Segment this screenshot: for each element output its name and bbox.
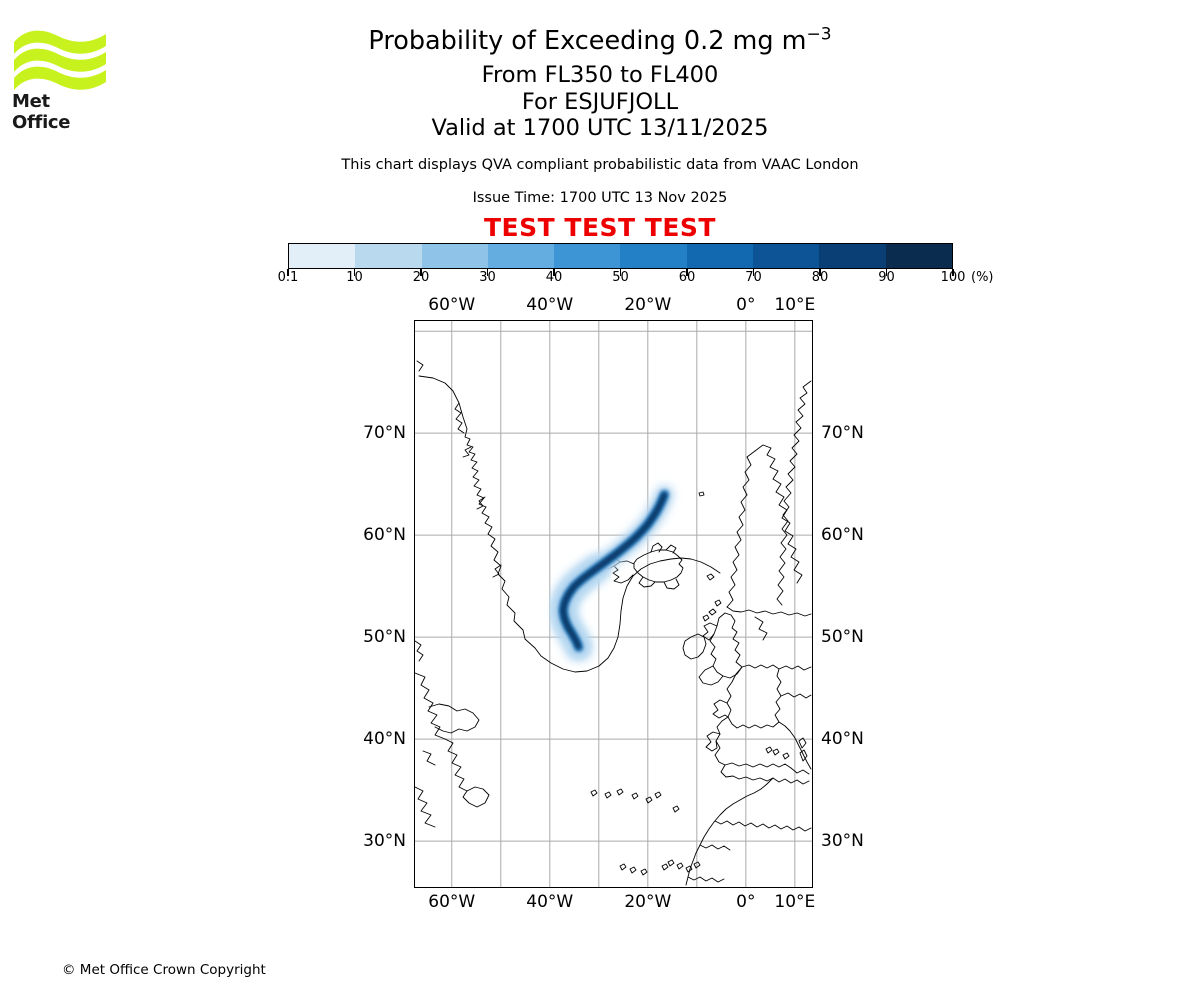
lon-label-top-1: 40°W xyxy=(526,295,574,315)
colorbar-tick-label-4: 40 xyxy=(545,270,563,285)
colorbar-swatch-6 xyxy=(686,244,754,268)
colorbar-tick-10 xyxy=(952,269,954,276)
lat-label-left-2: 50°N xyxy=(363,627,406,648)
colorbar-tick-6 xyxy=(686,269,688,276)
page-title-text: Probability of Exceeding 0.2 mg m xyxy=(368,26,807,56)
lat-label-right-0: 70°N xyxy=(821,423,864,444)
lat-label-right-3: 40°N xyxy=(821,729,864,750)
colorbar-tick-label-7: 70 xyxy=(745,270,762,285)
colorbar-tick-4 xyxy=(553,269,555,276)
title-volcano: For ESJUFJOLL xyxy=(521,89,679,115)
colorbar-swatch-4 xyxy=(554,244,621,268)
colorbar-swatch-7 xyxy=(753,244,820,268)
lat-label-right-2: 50°N xyxy=(821,627,864,648)
lon-label-top-2: 20°W xyxy=(624,295,672,315)
lon-label-bottom-3: 0° xyxy=(736,892,756,912)
probability-colorbar xyxy=(288,243,953,269)
lat-label-left-0: 70°N xyxy=(363,423,406,444)
colorbar-tick-label-5: 50 xyxy=(612,270,629,285)
lon-label-top-0: 60°W xyxy=(428,295,476,315)
lat-label-left-4: 30°N xyxy=(363,831,406,852)
colorbar-tick-1 xyxy=(353,269,356,276)
map-coastlines xyxy=(415,360,812,886)
colorbar-tick-labels: 0.1 10 20 30 40 50 60 70 80 90 100 xyxy=(278,270,966,288)
colorbar-swatch-2 xyxy=(421,244,488,268)
met-office-logo: Met Office xyxy=(12,26,112,133)
colorbar-tick-label-2: 20 xyxy=(412,270,430,285)
colorbar-tick-7 xyxy=(752,269,755,276)
lon-label-bottom-1: 40°W xyxy=(526,892,574,912)
lon-label-top-3: 0° xyxy=(736,295,756,315)
colorbar-tick-label-6: 60 xyxy=(678,270,696,285)
colorbar-unit-label: (%) xyxy=(971,270,994,285)
lat-label-right-1: 60°N xyxy=(821,525,864,546)
page-title-exponent: −3 xyxy=(806,24,832,45)
colorbar-swatch-8 xyxy=(819,244,886,268)
colorbar-tick-label-8: 80 xyxy=(811,270,829,285)
colorbar-tick-8 xyxy=(819,269,821,276)
lat-label-right-4: 30°N xyxy=(821,831,864,852)
colorbar-tick-label-0: 0.1 xyxy=(277,270,299,285)
colorbar-tick-label-10: 100 xyxy=(940,270,966,285)
lon-label-bottom-4: 10°E xyxy=(774,892,816,912)
colorbar-swatch-1 xyxy=(355,244,422,268)
colorbar-tick-label-9: 90 xyxy=(878,270,895,285)
colorbar-tick-0 xyxy=(287,269,289,276)
colorbar-swatches xyxy=(288,243,953,269)
colorbar-tick-label-3: 30 xyxy=(479,270,496,285)
colorbar-tick-3 xyxy=(486,269,489,276)
map-gridlines xyxy=(415,321,812,887)
plume-band-5 xyxy=(561,493,666,649)
test-banner: TEST TEST TEST xyxy=(484,213,716,242)
title-flight-levels: From FL350 to FL400 xyxy=(481,62,719,88)
colorbar-swatch-5 xyxy=(620,244,687,268)
lat-label-left-1: 60°N xyxy=(363,525,406,546)
ash-plume-overlay xyxy=(550,485,673,661)
colorbar-tick-label-1: 10 xyxy=(346,270,363,285)
map-plot-area[interactable] xyxy=(414,320,813,888)
lon-label-bottom-2: 20°W xyxy=(624,892,672,912)
lon-label-top-4: 10°E xyxy=(774,295,816,315)
copyright-text: © Met Office Crown Copyright xyxy=(62,962,266,978)
title-valid-time: Valid at 1700 UTC 13/11/2025 xyxy=(431,115,769,141)
map-canvas xyxy=(415,321,812,887)
colorbar-swatch-0 xyxy=(289,244,356,268)
met-office-wave-icon xyxy=(14,30,106,90)
colorbar-tick-9 xyxy=(885,269,888,276)
issue-time: Issue Time: 1700 UTC 13 Nov 2025 xyxy=(472,190,728,206)
colorbar-swatch-9 xyxy=(885,244,952,268)
colorbar-swatch-3 xyxy=(487,244,555,268)
lat-label-left-3: 40°N xyxy=(363,729,406,750)
colorbar-tick-5 xyxy=(619,269,622,276)
colorbar-tick-2 xyxy=(420,269,422,276)
lon-label-bottom-0: 60°W xyxy=(428,892,476,912)
met-office-logo-text: Met Office xyxy=(12,91,71,133)
qva-note: This chart displays QVA compliant probab… xyxy=(341,157,859,173)
page-title: Probability of Exceeding 0.2 mg m−3 xyxy=(0,26,1200,57)
colorbar-ticks xyxy=(287,269,954,277)
